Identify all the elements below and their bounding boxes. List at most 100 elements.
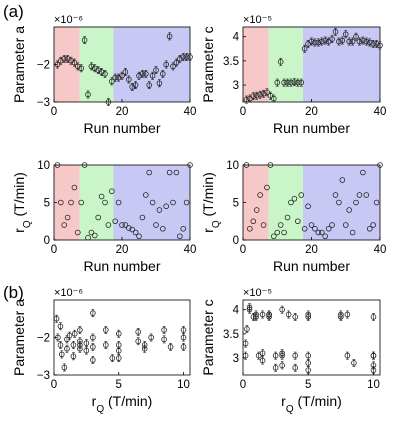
data-point <box>250 218 257 225</box>
data-point <box>356 192 363 198</box>
x-tick-label: 20 <box>305 106 318 118</box>
data-point <box>338 313 344 321</box>
x-tick-label: 0 <box>51 244 57 256</box>
data-point <box>292 363 298 372</box>
data-point <box>363 37 370 46</box>
data-point <box>305 359 312 367</box>
data-point <box>291 195 298 202</box>
data-point <box>322 233 328 240</box>
region-red <box>54 165 80 240</box>
data-point <box>183 53 190 61</box>
data-point <box>250 92 257 101</box>
data-point <box>336 199 342 206</box>
data-point <box>281 229 287 236</box>
data-point <box>315 38 322 47</box>
data-point <box>61 363 68 372</box>
data-point <box>180 53 186 61</box>
data-point <box>57 341 64 349</box>
data-point <box>141 344 148 353</box>
data-point <box>329 35 335 43</box>
data-point <box>312 225 318 232</box>
y-tick-label: 4 <box>233 305 240 317</box>
data-point <box>68 199 74 206</box>
chart-r2: 0 20 40 0 5 10 Run number rQ (T/min) <box>200 160 386 274</box>
data-point <box>308 222 315 228</box>
x-tick-label: 10 <box>177 379 190 391</box>
exponent-label: ×10⁻⁶ <box>54 14 83 26</box>
y-tick-label: 3 <box>233 353 239 365</box>
data-point <box>349 37 356 46</box>
data-point <box>122 222 129 228</box>
data-point <box>292 351 298 360</box>
data-point <box>105 222 112 228</box>
y-tick-label: 10 <box>37 160 50 172</box>
data-point <box>90 309 96 318</box>
y-tick-label: −3 <box>37 370 50 382</box>
data-point <box>163 203 169 210</box>
x-tick-label: 20 <box>116 244 129 256</box>
data-point <box>64 344 70 353</box>
chart-b1: 0 5 10 −2 −3 ×10⁻⁶ rQ (T/min) Parameter a <box>11 287 191 415</box>
data-point <box>103 326 109 334</box>
data-point <box>312 38 318 47</box>
data-point <box>156 207 163 213</box>
data-point <box>180 342 187 351</box>
data-point <box>315 229 322 236</box>
data-point <box>342 222 349 228</box>
data-point <box>173 169 180 176</box>
data-point <box>126 225 132 231</box>
data-point <box>274 78 281 87</box>
data-point <box>243 95 250 104</box>
data-point <box>339 36 346 45</box>
data-point <box>66 331 73 340</box>
data-point <box>81 36 88 45</box>
data-point <box>139 214 146 221</box>
data-point <box>370 40 376 48</box>
data-point <box>92 232 98 239</box>
data-point <box>266 310 272 319</box>
data-point <box>284 78 291 87</box>
data-point <box>71 329 78 338</box>
data-point <box>132 81 139 90</box>
data-point <box>370 351 377 360</box>
chart-c1: 0 20 40 3 3.5 4×10⁻⁵ Run number Parameter c <box>200 14 386 136</box>
data-point <box>259 310 266 319</box>
data-point <box>156 79 163 88</box>
data-point <box>295 218 301 225</box>
data-point <box>253 313 259 321</box>
y-tick-label: 5 <box>44 198 50 210</box>
y-tick-label: 3.5 <box>223 329 239 341</box>
axes-box <box>242 299 381 376</box>
data-point <box>295 78 301 87</box>
data-point <box>363 192 370 198</box>
data-point <box>160 225 166 232</box>
y-tick-label: 3 <box>233 80 239 92</box>
y-axis-label: Parameter c <box>200 26 216 102</box>
data-point <box>247 225 253 232</box>
data-point <box>146 81 152 90</box>
data-point <box>281 78 287 87</box>
data-point <box>305 203 311 210</box>
chart-a1: 0 20 40 −2 −3 ×10⁻⁶ Run number Parameter a <box>11 14 196 136</box>
data-point <box>339 177 346 183</box>
data-point <box>135 327 141 336</box>
x-axis-label: rQ (T/min) <box>281 393 342 415</box>
data-point <box>272 363 279 372</box>
data-point <box>180 326 187 334</box>
data-point <box>143 69 149 78</box>
data-point <box>272 351 279 360</box>
data-point <box>109 354 116 363</box>
region-blue <box>113 165 190 240</box>
data-point <box>55 333 61 342</box>
data-point <box>253 207 260 213</box>
data-point <box>271 233 277 240</box>
data-point <box>346 37 352 46</box>
data-point <box>85 234 91 241</box>
data-point <box>305 366 312 375</box>
data-point <box>319 229 325 236</box>
data-point <box>253 91 260 100</box>
region-red <box>243 165 269 240</box>
y-tick-label: 4 <box>233 32 240 44</box>
data-point <box>305 313 312 321</box>
data-point <box>267 91 274 100</box>
